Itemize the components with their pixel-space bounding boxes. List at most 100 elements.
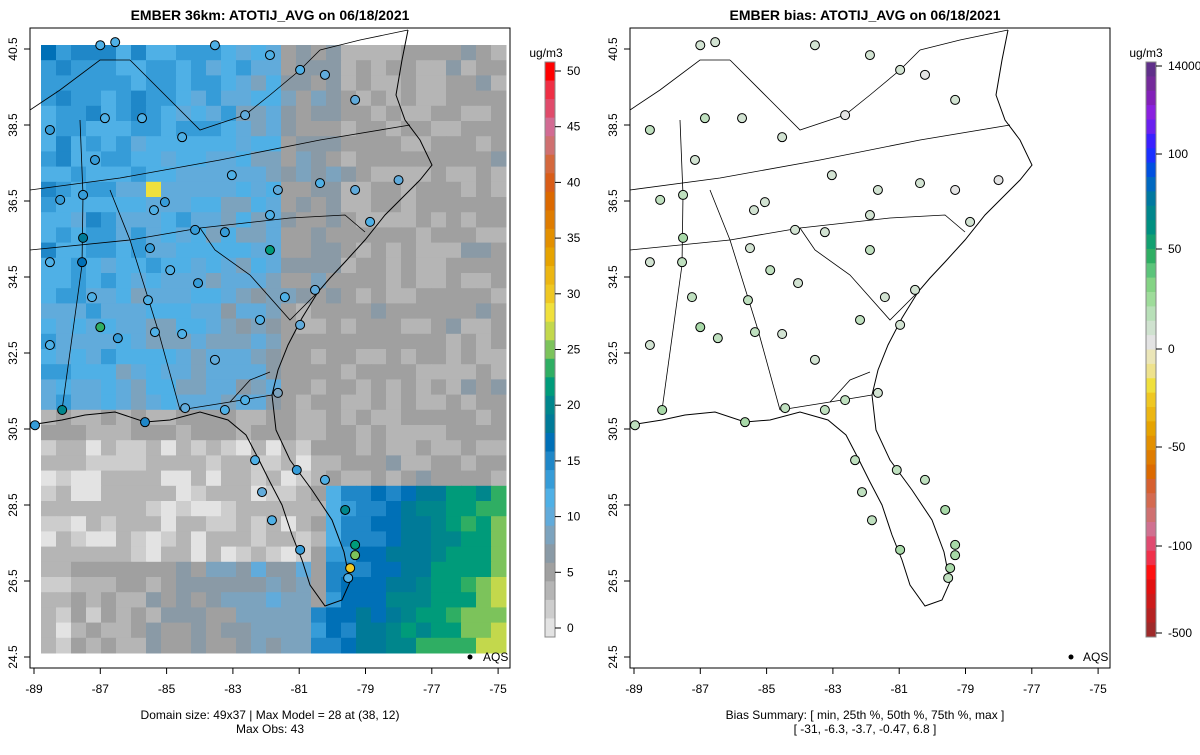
grid-cell	[191, 455, 207, 472]
grid-cell	[371, 531, 387, 548]
grid-cell	[101, 197, 117, 213]
colorbar-tick-label: 15	[567, 454, 581, 468]
grid-cell	[176, 592, 192, 608]
grid-cell	[386, 440, 402, 456]
grid-cell	[371, 273, 387, 289]
grid-cell	[116, 546, 132, 563]
grid-cell	[116, 242, 132, 259]
grid-cell	[191, 45, 207, 61]
grid-cell	[461, 90, 477, 107]
grid-cell	[266, 577, 282, 593]
grid-cell	[476, 622, 492, 639]
right-legend-label: AQS	[1083, 650, 1108, 664]
grid-cell	[206, 90, 222, 107]
station-point	[209, 354, 220, 365]
grid-cell	[41, 364, 57, 380]
grid-cell	[386, 333, 402, 350]
colorbar-swatch	[545, 99, 555, 119]
grid-cell	[386, 60, 402, 76]
grid-cell	[236, 181, 252, 198]
colorbar-swatch	[1146, 220, 1156, 235]
grid-cell	[356, 151, 372, 168]
grid-cell	[281, 622, 297, 639]
grid-cell	[311, 379, 327, 396]
grid-cell	[431, 197, 447, 213]
grid-cell	[176, 45, 192, 61]
colorbar-swatch	[1146, 177, 1156, 192]
grid-cell	[371, 637, 387, 654]
grid-cell	[371, 60, 387, 76]
grid-cell	[176, 288, 192, 304]
grid-cell	[236, 440, 252, 456]
state-border	[629, 214, 966, 251]
grid-cell	[116, 379, 132, 396]
grid-cell	[401, 181, 417, 198]
grid-cell	[386, 622, 402, 639]
grid-cell	[236, 257, 252, 274]
lon-tick-label: -75	[1089, 682, 1107, 696]
grid-cell	[296, 501, 312, 517]
grid-cell	[146, 622, 162, 639]
grid-cell	[56, 257, 72, 274]
grid-cell	[86, 273, 102, 289]
grid-cell	[71, 425, 87, 441]
grid-cell	[221, 273, 237, 289]
grid-cell	[401, 318, 417, 335]
grid-cell	[236, 197, 252, 213]
grid-cell	[41, 181, 57, 198]
grid-cell	[296, 333, 312, 350]
grid-cell	[71, 592, 87, 608]
grid-cell	[341, 516, 357, 532]
grid-cell	[416, 364, 432, 380]
grid-cell	[371, 242, 387, 259]
grid-cell	[146, 273, 162, 289]
grid-cell	[416, 577, 432, 593]
grid-cell	[221, 181, 237, 198]
grid-cell	[491, 121, 507, 137]
station-point	[678, 232, 689, 243]
grid-cell	[491, 273, 507, 289]
station-point	[343, 572, 354, 583]
grid-cell	[326, 455, 342, 472]
grid-cell	[356, 394, 372, 411]
colorbar-tick-label: 40	[567, 175, 581, 189]
station-point	[350, 550, 361, 561]
grid-cell	[281, 45, 297, 61]
grid-cell	[461, 501, 477, 517]
grid-cell	[221, 455, 237, 472]
grid-cell	[476, 45, 492, 61]
grid-cell	[86, 303, 102, 320]
right-plot-title: EMBER bias: ATOTIJ_AVG on 06/18/2021	[729, 7, 1000, 23]
grid-cell	[491, 181, 507, 198]
grid-cell	[386, 242, 402, 259]
grid-cell	[491, 577, 507, 593]
grid-cell	[476, 349, 492, 365]
station-point	[240, 395, 251, 406]
grid-cell	[131, 637, 147, 654]
grid-cell	[116, 60, 132, 76]
grid-cell	[341, 75, 357, 92]
grid-cell	[401, 60, 417, 76]
grid-cell	[86, 516, 102, 532]
grid-cell	[161, 394, 177, 411]
grid-cell	[161, 333, 177, 350]
grid-cell	[386, 227, 402, 244]
station-point	[864, 245, 875, 256]
grid-cell	[461, 546, 477, 563]
grid-cell	[356, 379, 372, 396]
grid-cell	[326, 242, 342, 259]
grid-cell	[461, 349, 477, 365]
grid-cell	[476, 303, 492, 320]
grid-cell	[41, 349, 57, 365]
grid-cell	[326, 394, 342, 411]
station-point	[950, 184, 961, 195]
grid-cell	[131, 318, 147, 335]
grid-cell	[311, 485, 327, 502]
station-point	[895, 64, 906, 75]
grid-cell	[446, 440, 462, 456]
colorbar-tick-label: 20	[567, 398, 581, 412]
station-point	[44, 124, 55, 135]
grid-cell	[236, 75, 252, 92]
grid-cell	[476, 409, 492, 426]
grid-cell	[266, 166, 282, 183]
